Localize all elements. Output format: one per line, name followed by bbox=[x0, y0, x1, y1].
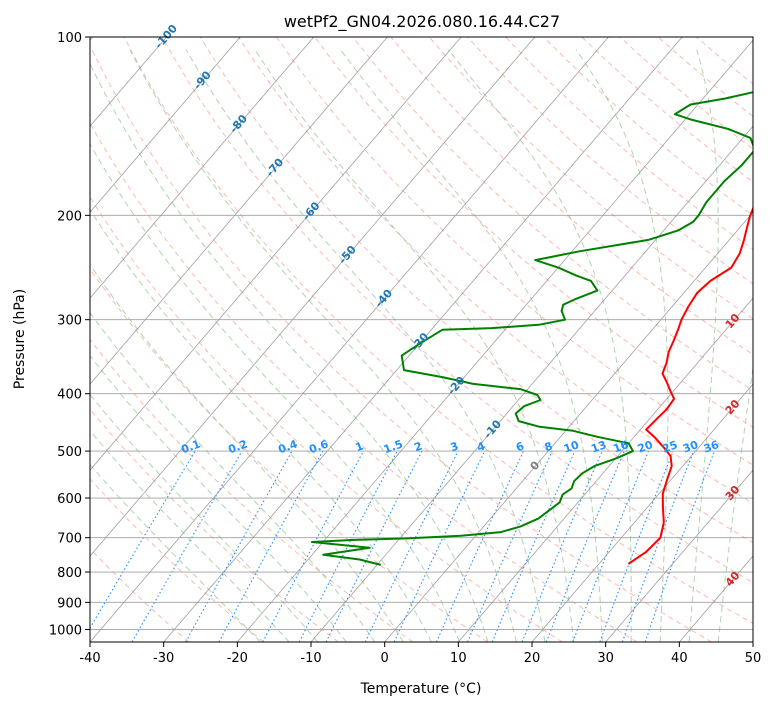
dewpoint-profile-line bbox=[310, 91, 753, 566]
dry-adiabat bbox=[90, 196, 563, 642]
mixing-ratio-label: 3 bbox=[449, 439, 461, 454]
mixing-ratio-line bbox=[521, 450, 603, 642]
moist-adiabat bbox=[575, 49, 669, 642]
plot-frame bbox=[89, 36, 754, 643]
x-axis-label: Temperature (°C) bbox=[360, 681, 482, 697]
mixing-ratio-line bbox=[599, 450, 674, 642]
mixing-ratio-label: 0.4 bbox=[277, 437, 300, 456]
moist-adiabat bbox=[254, 49, 575, 642]
isotherm-line bbox=[90, 37, 315, 299]
moist-adiabat bbox=[340, 49, 603, 642]
mixing-ratio-label: 6 bbox=[514, 439, 526, 454]
mixing-ratio-label: 0.2 bbox=[226, 437, 249, 456]
y-tick-label: 600 bbox=[57, 492, 82, 507]
isotherm-line bbox=[458, 297, 753, 642]
isotherm-line bbox=[605, 469, 753, 642]
dry-adiabat bbox=[90, 44, 712, 642]
isotherm-line bbox=[90, 37, 462, 471]
temperature-profile-line bbox=[627, 206, 753, 565]
y-tick-label: 900 bbox=[57, 596, 82, 611]
moist-adiabat bbox=[185, 49, 546, 642]
y-axis-label: Pressure (hPa) bbox=[12, 289, 28, 389]
moist-adiabat bbox=[717, 363, 753, 642]
mixing-ratio-line bbox=[218, 450, 324, 642]
moist-adiabat bbox=[90, 142, 461, 642]
x-tick-label: -40 bbox=[79, 651, 100, 666]
dry-adiabat bbox=[352, 37, 753, 392]
mixing-ratio-label: 1 bbox=[354, 440, 366, 455]
y-tick-label: 300 bbox=[57, 314, 82, 329]
mixing-ratio-line bbox=[262, 450, 364, 642]
moist-adiabat bbox=[90, 208, 432, 642]
mixing-ratio-line bbox=[466, 450, 553, 642]
isotherm-line bbox=[90, 37, 241, 213]
axis-ticks: -40 -30 -20 -10 0 10 20 30 40 5010020030040050060… bbox=[49, 31, 761, 666]
x-tick-label: -30 bbox=[153, 651, 174, 666]
y-tick-label: 500 bbox=[57, 445, 82, 460]
mixing-ratio-label: 30 bbox=[681, 438, 700, 456]
dry-adiabat bbox=[314, 37, 753, 429]
mixing-ratio-line bbox=[325, 450, 423, 642]
mixing-ratio-label: 2 bbox=[412, 439, 424, 454]
x-tick-label: 50 bbox=[745, 651, 762, 666]
isotherm-line bbox=[531, 383, 753, 642]
moist-adiabat bbox=[90, 311, 376, 642]
mixing-ratio-label: 25 bbox=[661, 438, 680, 455]
x-tick-label: 30 bbox=[597, 651, 614, 666]
x-tick-label: 40 bbox=[671, 651, 688, 666]
moist-adiabat bbox=[90, 463, 261, 642]
mixing-ratio-line bbox=[644, 450, 716, 642]
mixing-ratio-label: 13 bbox=[589, 438, 608, 455]
y-tick-label: 200 bbox=[57, 209, 82, 224]
dry-adiabat bbox=[238, 37, 753, 504]
x-tick-label: 20 bbox=[524, 651, 541, 666]
mixing-ratio-label: 0.1 bbox=[179, 437, 202, 456]
y-tick-label: 100 bbox=[57, 31, 82, 46]
mixing-ratio-line bbox=[621, 450, 695, 642]
dry-adiabat bbox=[123, 37, 753, 624]
dry-adiabat bbox=[428, 37, 753, 320]
isotherm-line bbox=[163, 37, 683, 642]
x-tick-label: 10 bbox=[450, 651, 467, 666]
moist-adiabat bbox=[129, 49, 517, 642]
mixing-ratio-line bbox=[572, 450, 650, 642]
y-tick-label: 400 bbox=[57, 388, 82, 403]
y-tick-label: 1000 bbox=[49, 623, 82, 638]
mixing-ratio-label: 10 bbox=[562, 438, 581, 456]
moist-adiabat bbox=[90, 393, 319, 642]
isotherm-line bbox=[90, 37, 536, 557]
moist-adiabat bbox=[90, 429, 290, 642]
dry-adiabat bbox=[90, 408, 339, 642]
moist-adiabat bbox=[90, 354, 347, 642]
moist-adiabat bbox=[688, 49, 719, 642]
mixing-ratio-label: 20 bbox=[636, 438, 655, 456]
mixing-ratio-label: 4 bbox=[475, 439, 487, 454]
mixing-ratio-label: 16 bbox=[612, 438, 631, 456]
data-lines bbox=[310, 91, 753, 566]
dry-adiabat bbox=[90, 268, 488, 642]
mixing-ratio-label: 0.6 bbox=[307, 437, 330, 456]
x-tick-label: 0 bbox=[381, 651, 389, 666]
isotherm-line bbox=[384, 211, 753, 642]
mixing-ratio-label: 36 bbox=[702, 438, 721, 456]
mixing-ratio-line bbox=[185, 450, 293, 642]
isotherm-line bbox=[310, 125, 753, 642]
y-tick-label: 700 bbox=[57, 532, 82, 547]
isotherm-line bbox=[90, 37, 609, 642]
mixing-ratio-label: 1.5 bbox=[382, 437, 405, 456]
mixing-ratio-label: 8 bbox=[543, 439, 555, 454]
x-tick-label: -20 bbox=[227, 651, 248, 666]
moist-adiabat bbox=[90, 62, 489, 642]
moist-adiabat bbox=[447, 49, 632, 642]
dry-adiabat bbox=[90, 478, 264, 642]
isotherm-line bbox=[90, 37, 388, 385]
chart-title: wetPf2_GN04.2026.080.16.44.C27 bbox=[284, 12, 560, 32]
background-lines bbox=[90, 37, 753, 642]
y-tick-label: 800 bbox=[57, 566, 82, 581]
mixing-ratio-line bbox=[545, 450, 625, 642]
x-tick-label: -10 bbox=[300, 651, 321, 666]
